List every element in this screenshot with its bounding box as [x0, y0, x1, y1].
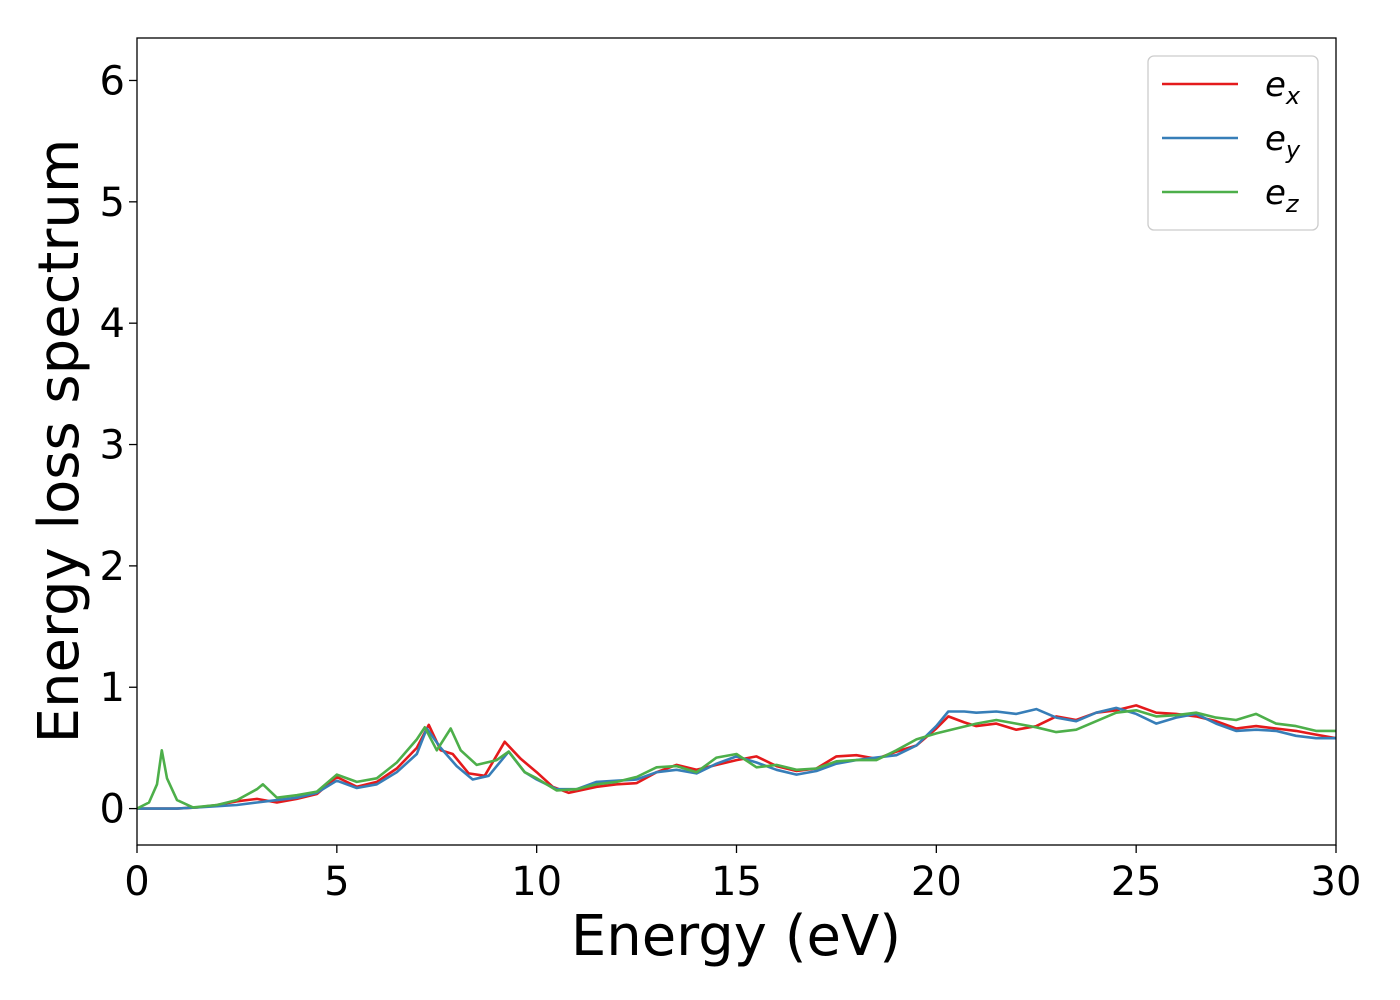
legend-label-x: ex — [1265, 65, 1301, 110]
y-tick-label: 6 — [100, 58, 125, 104]
y-tick-label: 0 — [100, 787, 125, 833]
y-axis: 0 1 2 3 4 5 6 — [100, 58, 137, 833]
x-tick-label: 0 — [124, 859, 149, 905]
legend-label-z: ez — [1265, 173, 1300, 218]
y-axis-title: Energy loss spectrum — [27, 139, 92, 744]
x-tick-label: 30 — [1311, 859, 1362, 905]
x-axis: 0 5 10 15 20 25 30 — [124, 845, 1361, 905]
x-tick-label: 5 — [324, 859, 349, 905]
series-line-y — [137, 706, 1336, 810]
series-layer — [137, 704, 1336, 810]
legend-box — [1147, 55, 1319, 231]
x-tick-label: 25 — [1111, 859, 1162, 905]
x-tick-label: 20 — [911, 859, 962, 905]
series-line-x — [137, 704, 1336, 810]
legend: ex ey ez — [1147, 55, 1319, 231]
y-tick-label: 3 — [100, 423, 125, 469]
y-tick-label: 2 — [100, 544, 125, 590]
y-tick-label: 4 — [100, 301, 125, 347]
x-axis-title: Energy (eV) — [571, 904, 901, 969]
y-tick-label: 5 — [100, 180, 125, 226]
series-line-z — [137, 709, 1336, 810]
y-tick-label: 1 — [100, 665, 125, 711]
legend-label-y: ey — [1265, 119, 1301, 164]
x-tick-label: 15 — [711, 859, 762, 905]
x-tick-label: 10 — [511, 859, 562, 905]
